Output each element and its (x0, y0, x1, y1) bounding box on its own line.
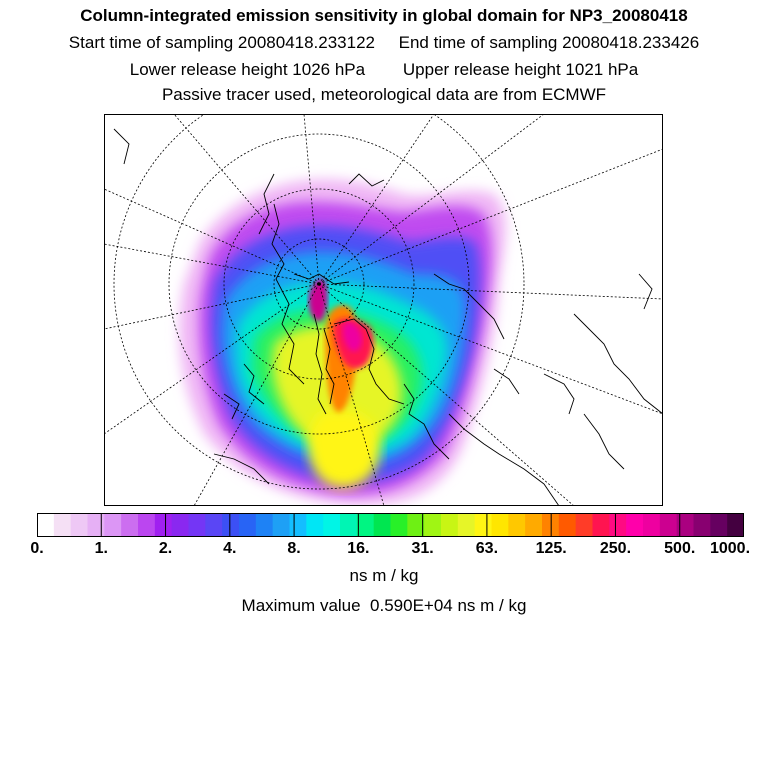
colorbar-cell (154, 513, 173, 537)
colorbar-tick-label: 125. (535, 540, 567, 557)
colorbar-cell (424, 513, 442, 537)
colorbar-unit: ns m / kg (349, 566, 419, 585)
colorbar-cell (676, 513, 695, 537)
colorbar-cell (441, 513, 459, 537)
colorbar (37, 513, 744, 537)
colorbar-cell (609, 513, 627, 537)
colorbar-cell (693, 513, 711, 537)
colorbar-tick-label: 4. (223, 540, 237, 557)
colorbar-cell (255, 513, 274, 537)
colorbar-cell (474, 513, 493, 537)
colorbar-cell (53, 513, 72, 537)
colorbar-tick-label: 250. (599, 540, 632, 557)
colorbar-cell (457, 513, 476, 537)
colorbar-cell (491, 513, 509, 537)
colorbar-tick-label: 16. (347, 540, 370, 557)
colorbar-cell (70, 513, 89, 537)
colorbar-cell (592, 513, 610, 537)
colorbar-cell (626, 513, 644, 537)
colorbar-labels: 0. 1. 2. 4. 8. 16. 31. 63. 125. 250. 500… (0, 540, 768, 560)
upper-release-height: Upper release height 1021 hPa (402, 60, 639, 79)
colorbar-cell (356, 513, 375, 537)
colorbar-tick-label: 8. (287, 540, 301, 557)
colorbar-cells (37, 513, 744, 537)
release-heights: Lower release height 1026 hPa Upper rele… (0, 60, 768, 80)
sampling-times: Start time of sampling 20080418.233122 E… (0, 33, 768, 53)
colorbar-cell (659, 513, 678, 537)
colorbar-tick-label: 500. (664, 540, 696, 557)
colorbar-tick-label: 2. (158, 540, 173, 557)
colorbar-cell (188, 513, 206, 537)
colorbar-cell (643, 513, 661, 537)
colorbar-cell (558, 513, 577, 537)
plot-title: Column-integrated emission sensitivity i… (80, 6, 688, 25)
coastlines (113, 128, 663, 506)
colorbar-tick-label: 1. (94, 540, 108, 557)
end-time: End time of sampling 20080418.233426 (398, 33, 700, 52)
map-frame (104, 114, 663, 506)
colorbar-cell (104, 513, 122, 537)
sensitivity-map (104, 114, 663, 506)
colorbar-cell (222, 513, 240, 537)
colorbar-cell (272, 513, 291, 537)
lower-release-height: Lower release height 1026 hPa (129, 60, 366, 79)
colorbar-cell (323, 513, 341, 537)
colorbar-cell (121, 513, 139, 537)
maximum-value: Maximum value 0.590E+04 ns m / kg (241, 596, 527, 615)
colorbar-cell (306, 513, 324, 537)
colorbar-cell (575, 513, 594, 537)
colorbar-cell (407, 513, 425, 537)
colorbar-tick-label: 31. (411, 540, 434, 557)
start-time: Start time of sampling 20080418.233122 (68, 33, 376, 52)
tracer-note: Passive tracer used, meteorological data… (161, 85, 607, 104)
colorbar-cell (373, 513, 392, 537)
colorbar-cell (727, 513, 744, 537)
colorbar-cell (710, 513, 728, 537)
colorbar-cell (138, 513, 156, 537)
colorbar-cell (340, 513, 358, 537)
graticule (104, 114, 663, 506)
colorbar-cell (508, 513, 526, 537)
colorbar-cell (289, 513, 307, 537)
colorbar-frame (37, 513, 744, 537)
colorbar-tick-label: 63. (475, 540, 499, 557)
sensitivity-field (179, 179, 506, 505)
colorbar-cell (37, 513, 55, 537)
colorbar-cell (525, 513, 543, 537)
colorbar-tick-label: 1000. (709, 540, 751, 557)
colorbar-cell (390, 513, 408, 537)
colorbar-cell (171, 513, 190, 537)
colorbar-dividers (100, 513, 681, 537)
colorbar-cell (239, 513, 257, 537)
colorbar-tick-label: 0. (30, 540, 44, 557)
colorbar-cell (205, 513, 223, 537)
colorbar-cell (87, 513, 105, 537)
